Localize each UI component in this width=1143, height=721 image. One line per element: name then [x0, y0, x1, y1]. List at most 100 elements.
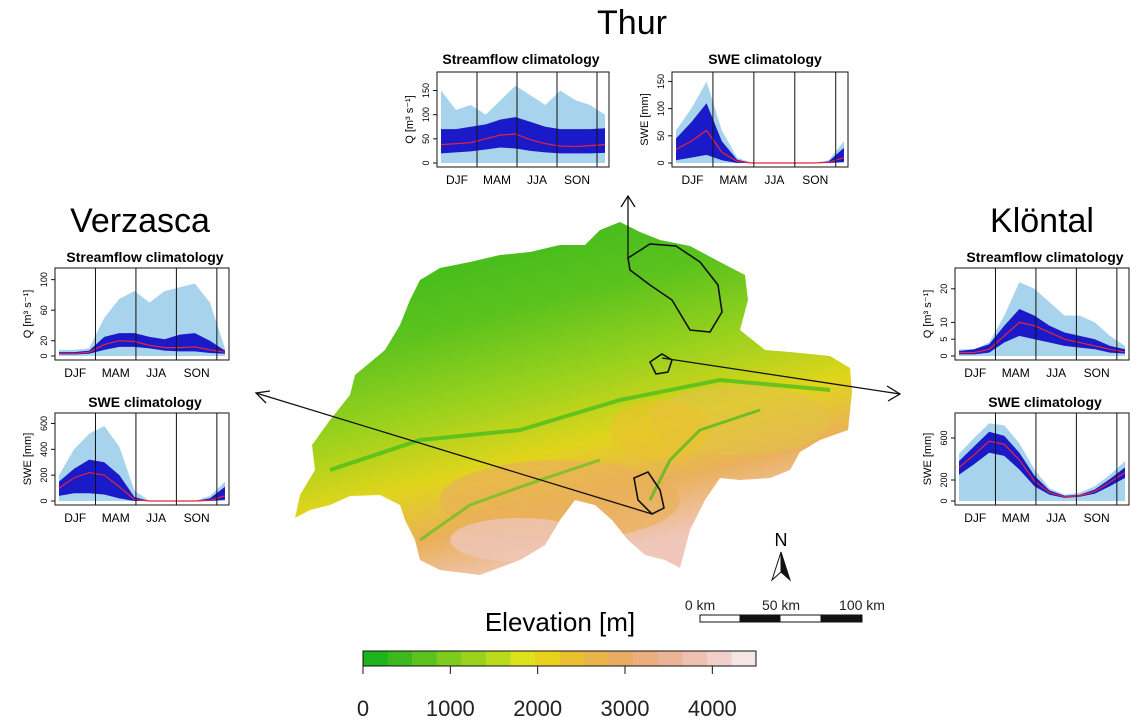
klontal-streamflow-xtick: JJA [1046, 366, 1066, 380]
klontal-swe-ytick: 0 [939, 498, 949, 503]
klontal-streamflow-xtick: MAM [1002, 366, 1030, 380]
klontal-swe-xtick: DJF [964, 511, 986, 525]
colorbar-tick-label: 0 [357, 696, 369, 721]
colorbar-tick-label: 2000 [513, 696, 562, 721]
elevation-legend-title: Elevation [m] [485, 607, 635, 637]
colorbar-segment [633, 651, 659, 666]
verzasca-swe-panel: SWE climatology DJF MAM JJA SON 0 200 400 600 SWE… [22, 394, 230, 525]
colorbar-segment [706, 651, 732, 666]
klontal-streamflow-ytick: 0 [939, 353, 949, 358]
thur-swe-ytick: 0 [656, 160, 666, 165]
klontal-streamflow-frame [954, 267, 1130, 361]
colorbar-segment [510, 651, 536, 666]
klontal-swe-xtick: MAM [1002, 511, 1030, 525]
verzasca-swe-xtick: JJA [146, 511, 166, 525]
thur-catchment-outline [627, 243, 723, 333]
klontal-swe-ytick: 200 [939, 472, 949, 487]
klontal-swe-xtick: JJA [1046, 511, 1066, 525]
klontal-swe-median-line [958, 440, 1126, 498]
verzasca-streamflow-frame [54, 267, 230, 361]
verzasca-streamflow-xtick: SON [184, 366, 210, 380]
klontal-streamflow-title: Streamflow climatology [966, 249, 1123, 265]
klontal-title: Klöntal [990, 202, 1094, 240]
thur-streamflow-xtick: DJF [446, 173, 468, 187]
north-arrow-left-half [770, 551, 782, 582]
klontal-streamflow-ylabel: Q [m³ s⁻¹] [922, 290, 934, 339]
thur-streamflow-ytick: 0 [421, 160, 431, 165]
klontal-swe-panel: SWE climatology DJF MAM JJA SON 0 200 600 SWE [m… [922, 394, 1130, 525]
thur-swe-ylabel: SWE [mm] [639, 93, 651, 146]
verzasca-streamflow-xtick: JJA [146, 366, 166, 380]
north-label: N [775, 530, 788, 550]
klontal-streamflow-xtick: SON [1084, 366, 1110, 380]
klontal-swe-ylabel: SWE [mm] [922, 433, 934, 486]
klontal-arrow [661, 357, 901, 395]
klontal-streamflow-xtick: DJF [964, 366, 986, 380]
thur-swe-panel: SWE climatology DJF MAM JJA SON 0 50 100 150 SWE … [639, 51, 849, 187]
thur-streamflow-ytick: 50 [421, 134, 431, 144]
thur-streamflow-ytick: 150 [421, 83, 431, 98]
verzasca-swe-ytick: 600 [39, 416, 49, 431]
colorbar-segment [485, 651, 511, 666]
klontal-catchment-outline [648, 353, 673, 375]
klontal-streamflow-ytick: 5 [939, 337, 949, 342]
thur-streamflow-xtick: SON [564, 173, 590, 187]
thur-swe-ytick: 150 [656, 74, 666, 89]
thur-streamflow-panel: Streamflow climatology DJF MAM JJA SON 0 50 100… [404, 51, 610, 187]
colorbar-frame [362, 650, 757, 667]
klontal-streamflow-ytick: 20 [939, 284, 949, 294]
colorbar-segment [731, 651, 757, 666]
verzasca-streamflow-panel: Streamflow climatology DJF MAM JJA SON 0 20 60 1… [22, 249, 230, 380]
klontal-streamflow-panel: Streamflow climatology DJF MAM JJA SON 0 5 10 20… [922, 249, 1130, 380]
north-arrow: N [770, 530, 792, 582]
klontal-swe-title: SWE climatology [988, 394, 1102, 410]
colorbar-segment [436, 651, 462, 666]
thur-arrow-head [620, 194, 636, 208]
colorbar-segment [412, 651, 438, 666]
thur-swe-ytick: 50 [656, 131, 666, 141]
verzasca-catchment-outline [633, 471, 665, 515]
thur-title: Thur [597, 4, 667, 42]
elevation-colorbar-ticks: 0 1000 2000 3000 4000 [357, 666, 737, 721]
colorbar-segment [682, 651, 708, 666]
verzasca-swe-xtick: DJF [64, 511, 86, 525]
north-arrow-right-half [780, 551, 792, 582]
thur-swe-median-line [675, 129, 845, 164]
connector-arrows [254, 194, 902, 515]
thur-streamflow-ylabel: Q [m³ s⁻¹] [404, 95, 416, 144]
elevation-colorbar [362, 650, 757, 667]
verzasca-arrow-head [254, 390, 271, 404]
verzasca-swe-ylabel: SWE [mm] [22, 433, 34, 486]
verzasca-streamflow-ytick: 20 [39, 336, 49, 346]
colorbar-segment [534, 651, 560, 666]
verzasca-swe-xtick: MAM [102, 511, 130, 525]
thur-swe-xtick: JJA [764, 173, 784, 187]
scale-bar: 0 km 50 km 100 km [685, 597, 885, 623]
verzasca-streamflow-ytick: 100 [39, 272, 49, 287]
klontal-swe-ytick: 600 [939, 430, 949, 445]
scale-label-50: 50 km [762, 597, 800, 613]
verzasca-swe-ytick: 400 [39, 442, 49, 457]
colorbar-segment [387, 651, 413, 666]
thur-swe-title: SWE climatology [708, 51, 822, 67]
thur-swe-xtick: SON [802, 173, 828, 187]
verzasca-swe-ytick: 200 [39, 468, 49, 483]
scale-label-0: 0 km [685, 597, 715, 613]
verzasca-swe-frame [54, 412, 230, 506]
thur-streamflow-median-line [440, 133, 606, 148]
thur-streamflow-xtick: JJA [527, 173, 547, 187]
colorbar-segment [608, 651, 634, 666]
thur-swe-ytick: 100 [656, 101, 666, 116]
verzasca-swe-interquantile-band [59, 459, 225, 501]
verzasca-streamflow-xtick: DJF [64, 366, 86, 380]
klontal-swe-frame [954, 412, 1130, 506]
switzerland-elevation-map [295, 222, 852, 575]
thur-swe-frame [671, 71, 849, 168]
colorbar-tick-label: 4000 [688, 696, 737, 721]
verzasca-streamflow-title: Streamflow climatology [66, 249, 223, 265]
verzasca-swe-xtick: SON [184, 511, 210, 525]
thur-swe-xtick: MAM [719, 173, 747, 187]
klontal-swe-xtick: SON [1084, 511, 1110, 525]
